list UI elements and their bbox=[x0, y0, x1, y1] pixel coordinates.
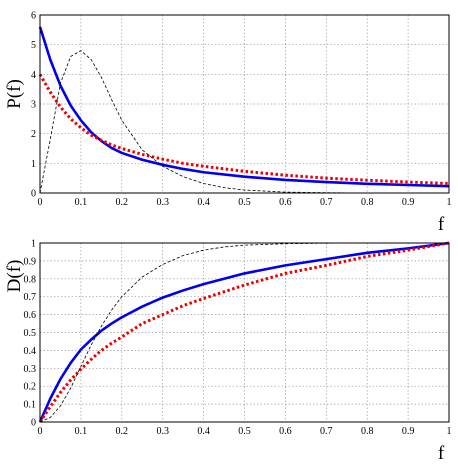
y-tick-label: 5 bbox=[31, 40, 36, 51]
x-tick-label: 0.7 bbox=[320, 426, 333, 437]
x-axis-label-top: f bbox=[438, 214, 445, 235]
grid-top bbox=[40, 15, 449, 193]
y-tick-label: 0.7 bbox=[24, 292, 37, 303]
x-tick-label: 0.1 bbox=[75, 197, 88, 208]
y-tick-label: 4 bbox=[31, 70, 36, 81]
y-tick-label: 6 bbox=[31, 11, 36, 22]
x-tick-label: 0 bbox=[38, 426, 43, 437]
x-tick-label: 0.1 bbox=[75, 426, 88, 437]
series-line-solid-blue bbox=[38, 26, 450, 188]
y-axis-label-top: P(f) bbox=[4, 79, 25, 109]
y-tick-label: 0.6 bbox=[24, 310, 37, 321]
x-tick-label: 0.8 bbox=[361, 197, 374, 208]
x-tick-label: 0.3 bbox=[156, 426, 169, 437]
x-tick-label: 0.4 bbox=[197, 197, 210, 208]
y-tick-label: 0.4 bbox=[24, 346, 37, 357]
x-tick-label: 0.9 bbox=[402, 197, 415, 208]
x-tick-label: 0.4 bbox=[197, 426, 210, 437]
x-tick-label: 0.8 bbox=[361, 426, 374, 437]
chart-top-panel: 0 0.1 0.2 0.3 0.4 0.5 0.6 0.7 0.8 0.9 1 0 1 2 3 4 5 6 P(… bbox=[4, 11, 452, 236]
y-tick-label: 0.3 bbox=[24, 364, 37, 375]
series-top bbox=[38, 26, 450, 194]
x-tick-label: 0.2 bbox=[116, 197, 129, 208]
y-tick-label: 0.5 bbox=[24, 328, 37, 339]
x-tick-label: 0.2 bbox=[116, 426, 129, 437]
series-line-dashed-black bbox=[39, 50, 449, 194]
x-ticks-bottom: 0 0.1 0.2 0.3 0.4 0.5 0.6 0.7 0.8 0.9 1 bbox=[38, 426, 452, 437]
series-line-dotted-red bbox=[38, 73, 450, 186]
plot-frame-top bbox=[39, 14, 450, 194]
y-ticks-bottom: 0 0.1 0.2 0.3 0.4 0.5 0.6 0.7 0.8 0.9 1 bbox=[24, 239, 37, 429]
grid-bottom bbox=[40, 243, 449, 422]
x-tick-label: 0.9 bbox=[402, 426, 415, 437]
y-tick-label: 1 bbox=[31, 159, 36, 170]
chart-bottom-panel: 0 0.1 0.2 0.3 0.4 0.5 0.6 0.7 0.8 0.9 1 0 0.1 0.2 0.3… bbox=[4, 239, 452, 465]
series-line-solid-blue bbox=[38, 241, 450, 423]
x-tick-label: 0 bbox=[38, 197, 43, 208]
y-tick-label: 0.9 bbox=[24, 256, 37, 267]
y-tick-label: 0 bbox=[31, 189, 36, 200]
x-tick-label: 0.6 bbox=[279, 426, 292, 437]
x-tick-label: 0.5 bbox=[238, 426, 251, 437]
x-tick-label: 1 bbox=[447, 197, 452, 208]
y-axis-label-bottom: D(f) bbox=[4, 260, 25, 293]
y-tick-label: 2 bbox=[31, 129, 36, 140]
y-tick-label: 3 bbox=[31, 100, 36, 111]
series-line-dashed-black bbox=[39, 242, 449, 423]
x-tick-label: 1 bbox=[447, 426, 452, 437]
y-ticks-top: 0 1 2 3 4 5 6 bbox=[31, 11, 36, 200]
y-tick-label: 0.1 bbox=[24, 400, 37, 411]
series-bottom bbox=[38, 241, 450, 423]
x-tick-label: 0.6 bbox=[279, 197, 292, 208]
y-tick-label: 1 bbox=[31, 239, 36, 250]
x-tick-label: 0.5 bbox=[238, 197, 251, 208]
x-tick-label: 0.7 bbox=[320, 197, 333, 208]
y-tick-label: 0.2 bbox=[24, 382, 37, 393]
series-line-dotted-red bbox=[38, 241, 450, 423]
x-axis-label-bottom: f bbox=[438, 443, 445, 464]
y-tick-label: 0 bbox=[31, 418, 36, 429]
plot-frame-bottom bbox=[39, 242, 450, 423]
y-tick-label: 0.8 bbox=[24, 274, 37, 285]
x-tick-label: 0.3 bbox=[156, 197, 169, 208]
x-ticks-top: 0 0.1 0.2 0.3 0.4 0.5 0.6 0.7 0.8 0.9 1 bbox=[38, 197, 452, 208]
